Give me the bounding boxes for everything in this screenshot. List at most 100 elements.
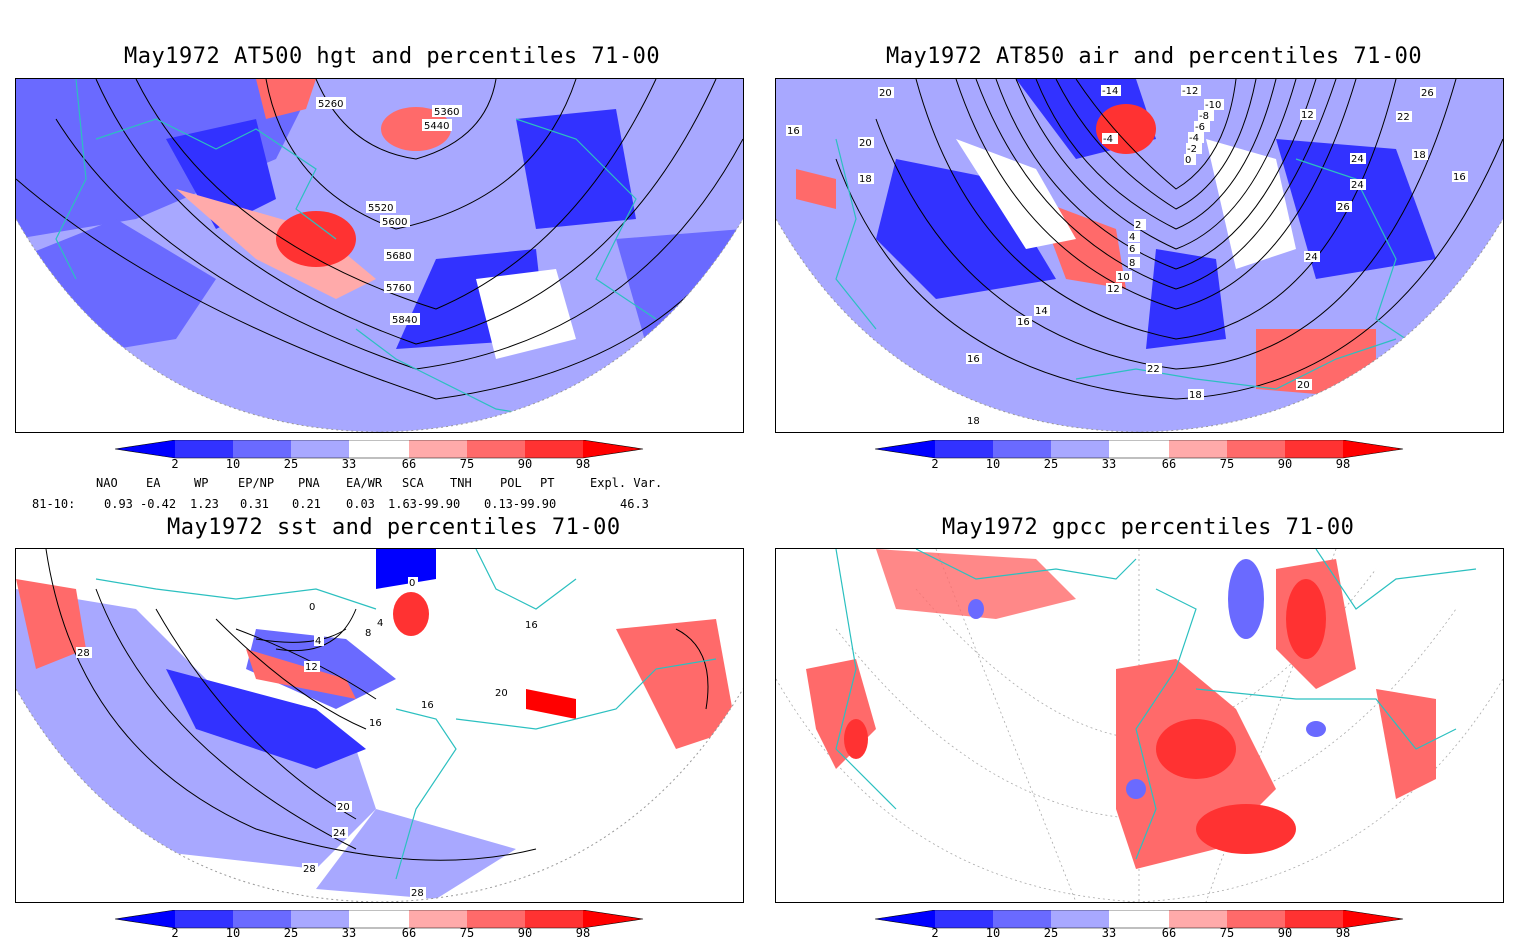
colorbar-label: 25	[283, 457, 299, 471]
contour-label: 5600	[382, 217, 407, 228]
colorbar-label: 75	[459, 457, 475, 471]
contour-label: 4	[377, 618, 383, 629]
colorbar-label: 2	[171, 926, 179, 940]
contour-label: 18	[859, 174, 872, 185]
contour-label: 16	[525, 620, 538, 631]
contour-label: 5260	[318, 99, 343, 110]
colorbar-label: 75	[459, 926, 475, 940]
contour-label: 0	[309, 602, 315, 613]
contour-label: 18	[1189, 390, 1202, 401]
colorbar-label: 10	[225, 926, 241, 940]
panel-title-gpcc: May1972 gpcc percentiles 71-00	[942, 515, 1355, 540]
colorbar-top-left	[115, 440, 644, 459]
colorbar-label: 10	[985, 926, 1001, 940]
contour-label: 24	[1305, 252, 1318, 263]
colorbar-labels-top-left: 2 10 25 33 66 75 90 98	[115, 457, 645, 471]
index-value: 1.23	[190, 497, 219, 511]
contour-label: 20	[859, 138, 872, 149]
index-header: TNH	[450, 476, 472, 490]
index-header: EP/NP	[238, 476, 275, 490]
colorbar-label: 25	[1043, 926, 1059, 940]
contour-label: 24	[333, 828, 346, 839]
colorbar-label: 66	[401, 457, 417, 471]
index-row-label: 81-10:	[32, 497, 76, 511]
index-header: Expl. Var.	[590, 476, 663, 490]
contour-label: 18	[967, 416, 980, 427]
contour-label: 24	[1351, 180, 1364, 191]
contour-label: -2	[1187, 144, 1197, 155]
index-value: 1.63-99.90	[388, 497, 461, 511]
index-header: NAO	[96, 476, 118, 490]
contour-label: 26	[1421, 88, 1434, 99]
index-value: -0.42	[140, 497, 177, 511]
contour-label: 16	[787, 126, 800, 137]
contour-label: 20	[495, 688, 508, 699]
colorbar-label: 33	[1101, 926, 1117, 940]
colorbar-label: 2	[931, 457, 939, 471]
colorbar-label: 66	[1161, 926, 1177, 940]
map-sst: 0 0 4 8 4 12 16 16 16 20 20 24 28 28 28	[16, 549, 743, 902]
contour-label: 4	[1129, 232, 1135, 243]
contour-label: 16	[369, 718, 382, 729]
colorbar-label: 33	[341, 926, 357, 940]
contour-label: 5680	[386, 251, 411, 262]
index-header: EA/WR	[346, 476, 383, 490]
map-panel-sst: 0 0 4 8 4 12 16 16 16 20 20 24 28 28 28	[15, 548, 744, 903]
contour-label: 14	[1035, 306, 1048, 317]
contour-label: -10	[1205, 100, 1221, 111]
colorbar-label: 2	[171, 457, 179, 471]
colorbar-label: 98	[1335, 926, 1351, 940]
contour-label: 18	[1413, 150, 1426, 161]
contour-label: 4	[315, 636, 321, 647]
contour-label: 12	[1107, 284, 1120, 295]
contour-label: 22	[1397, 112, 1410, 123]
colorbar-label: 90	[1277, 457, 1293, 471]
colorbar-label: 90	[517, 457, 533, 471]
contour-label: -6	[1195, 122, 1205, 133]
panel-title-sst: May1972 sst and percentiles 71-00	[167, 515, 621, 540]
panel-title-at500: May1972 AT500 hgt and percentiles 71-00	[124, 44, 661, 69]
colorbar-label: 75	[1219, 926, 1235, 940]
map-panel-gpcc	[775, 548, 1504, 903]
contour-label: 12	[305, 662, 318, 673]
colorbar-top-right	[875, 440, 1404, 459]
colorbar-bottom-left	[115, 910, 644, 929]
contour-label: 22	[1147, 364, 1160, 375]
contour-label: 28	[411, 888, 424, 899]
index-values: 81-10: 0.93 -0.42 1.23 0.31 0.21 0.03 1.…	[0, 497, 760, 513]
contour-label: 2	[1135, 220, 1141, 231]
contour-label: 0	[409, 578, 415, 589]
contour-label: 6	[1129, 244, 1135, 255]
colorbar-label: 33	[1101, 457, 1117, 471]
contour-label: -8	[1199, 111, 1209, 122]
contour-label: -12	[1182, 86, 1198, 97]
contour-label: 5760	[386, 283, 411, 294]
colorbar-label: 25	[283, 926, 299, 940]
contour-label: 12	[1301, 110, 1314, 121]
colorbar-bottom-right	[875, 910, 1404, 929]
map-gpcc	[776, 549, 1503, 902]
colorbar-label: 75	[1219, 457, 1235, 471]
colorbar-label: 98	[1335, 457, 1351, 471]
contour-label: 20	[1297, 380, 1310, 391]
colorbar-label: 25	[1043, 457, 1059, 471]
colorbar-label: 98	[575, 457, 591, 471]
contour-label: 16	[967, 354, 980, 365]
contour-label: 20	[337, 802, 350, 813]
colorbar-label: 10	[225, 457, 241, 471]
index-header: EA	[146, 476, 161, 490]
contour-label: 20	[879, 88, 892, 99]
colorbar-labels-bottom-left: 2 10 25 33 66 75 90 98	[115, 926, 645, 940]
contour-label: 10	[1117, 272, 1130, 283]
contour-label: 5840	[392, 315, 417, 326]
colorbar-label: 33	[341, 457, 357, 471]
contour-label: 28	[303, 864, 316, 875]
index-header: WP	[194, 476, 209, 490]
colorbar-label: 90	[1277, 926, 1293, 940]
contour-label: 8	[365, 628, 371, 639]
contour-label: -14	[1102, 86, 1118, 97]
colorbar-labels-top-right: 2 10 25 33 66 75 90 98	[875, 457, 1405, 471]
index-header: SCA	[402, 476, 424, 490]
index-header: PNA	[298, 476, 320, 490]
index-headers: NAO EA WP EP/NP PNA EA/WR SCA TNH POL PT…	[0, 476, 760, 492]
